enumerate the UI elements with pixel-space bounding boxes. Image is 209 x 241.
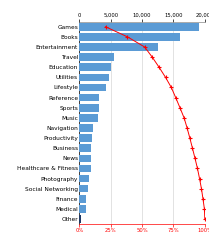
Bar [79, 53, 114, 61]
Bar [79, 33, 180, 41]
Bar [79, 195, 86, 203]
Bar [79, 104, 99, 112]
Bar [79, 144, 91, 152]
Bar [79, 134, 92, 142]
Bar [79, 175, 89, 182]
Bar [79, 215, 81, 223]
Bar [79, 185, 88, 193]
Bar [79, 205, 86, 213]
Bar [79, 165, 91, 172]
Bar [79, 154, 91, 162]
Bar [79, 74, 109, 81]
Bar [79, 84, 106, 91]
Bar [79, 124, 93, 132]
Bar [79, 114, 98, 122]
Bar [79, 94, 99, 101]
Bar [79, 23, 199, 31]
Bar [79, 43, 158, 51]
Bar [79, 63, 111, 71]
